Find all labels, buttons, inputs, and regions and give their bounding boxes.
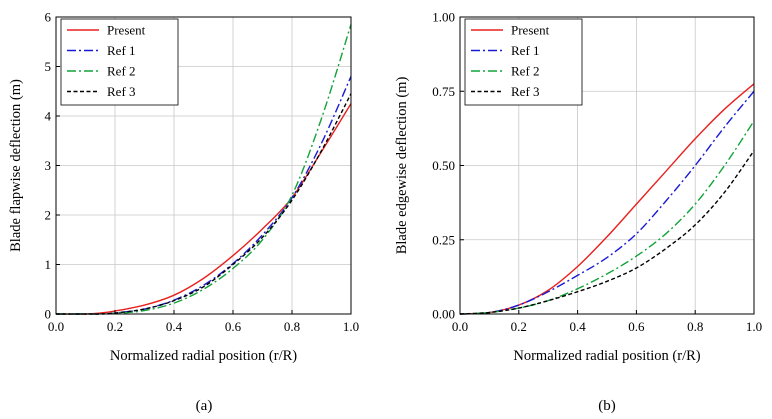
- series-line-present: [55, 103, 352, 315]
- series-line-ref-1: [459, 90, 755, 315]
- x-tick-label: 0.6: [225, 319, 242, 334]
- y-tick-label: 0.25: [432, 232, 455, 247]
- y-tick-label: 3: [45, 158, 52, 173]
- y-tick-label: 6: [45, 10, 52, 25]
- series-line-present: [459, 83, 755, 315]
- y-tick-label: 0.75: [432, 84, 455, 99]
- legend-label: Ref 3: [107, 84, 136, 99]
- series-line-ref-3: [459, 150, 755, 315]
- y-tick-label: 0.00: [432, 307, 455, 322]
- x-tick-label: 0.8: [284, 319, 300, 334]
- x-tick-label: 0.0: [48, 319, 64, 334]
- x-tick-label: 0.4: [569, 319, 586, 334]
- x-tick-label: 0.0: [452, 319, 468, 334]
- x-tick-label: 0.2: [107, 319, 123, 334]
- series-line-ref-2: [459, 120, 755, 315]
- x-tick-label: 1.0: [343, 319, 359, 334]
- y-tick-label: 5: [45, 59, 52, 74]
- legend-box: [60, 18, 179, 106]
- y-tick-label: 4: [45, 109, 52, 124]
- legend-label: Ref 3: [511, 84, 540, 99]
- x-tick-label: 1.0: [746, 319, 762, 334]
- y-tick-label: 0.50: [432, 158, 455, 173]
- chart-a: 0.0 0.2 0.4 0.6 0.8 1.0 0 1 2 3 4 5 6 Normalized radi…: [8, 10, 359, 415]
- legend-label: Present: [511, 23, 550, 38]
- chart-b: 0.0 0.2 0.4 0.6 0.8 1.0 0.00 0.25 0.50 0.75 1.00 No…: [394, 10, 762, 415]
- panel-caption: (b): [598, 398, 616, 414]
- x-tick-label: 0.6: [628, 319, 645, 334]
- y-tick-label: 2: [45, 208, 52, 223]
- series-line-ref-2: [56, 24, 352, 315]
- legend-label: Ref 2: [107, 64, 136, 79]
- x-tick-label: 0.2: [511, 319, 527, 334]
- y-axis-label: Blade edgewise deflection (m): [394, 77, 410, 255]
- x-axis-label: Normalized radial position (r/R): [513, 348, 700, 364]
- legend-label: Ref 2: [511, 64, 540, 79]
- series-line-ref-3: [56, 93, 352, 315]
- panel-caption: (a): [196, 398, 213, 414]
- y-tick-label: 1.00: [432, 10, 455, 25]
- x-tick-label: 0.4: [166, 319, 183, 334]
- legend-label: Ref 1: [511, 43, 540, 58]
- y-tick-label: 1: [45, 257, 52, 272]
- legend-label: Present: [107, 23, 146, 38]
- x-axis-label: Normalized radial position (r/R): [110, 348, 297, 364]
- y-axis-label: Blade flapwise deflection (m): [8, 79, 24, 252]
- legend-box: [464, 18, 583, 106]
- series-line-ref-1: [56, 76, 352, 315]
- x-tick-label: 0.8: [687, 319, 703, 334]
- y-tick-label: 0: [45, 307, 52, 322]
- legend-label: Ref 1: [107, 43, 136, 58]
